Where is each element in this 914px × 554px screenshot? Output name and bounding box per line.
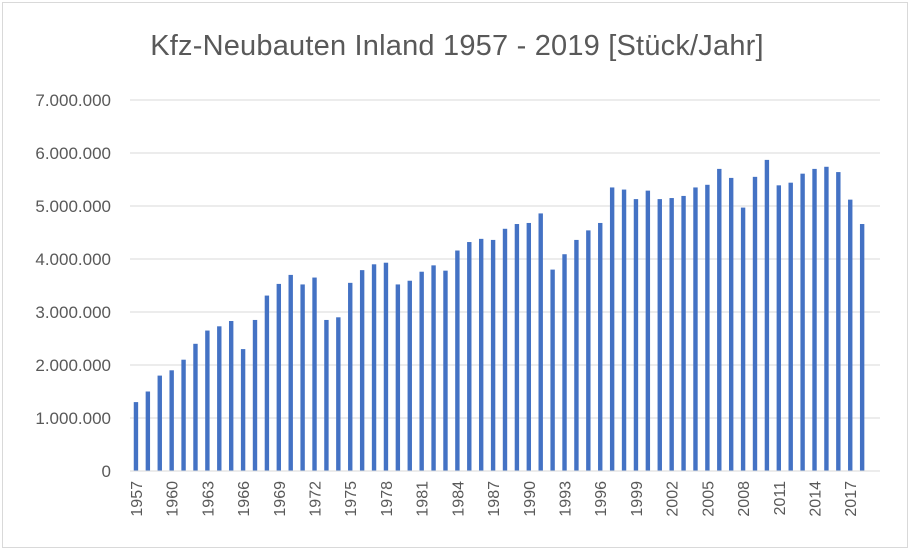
- x-axis-labels: 1957 1960 1963 1966 1969 1972 1975 1978 1981 1984…: [129, 481, 860, 517]
- bar-1959: [157, 375, 162, 471]
- bar-1971: [300, 284, 305, 471]
- x-tick-label: 2002: [665, 481, 682, 517]
- bar-2003: [681, 195, 686, 471]
- x-tick-label: 1981: [415, 481, 432, 517]
- bar-1988: [502, 228, 508, 471]
- x-tick-label: 1963: [200, 481, 217, 517]
- bar-1962: [193, 343, 198, 471]
- bar-1987: [490, 239, 496, 471]
- x-tick-label: 2008: [736, 481, 753, 517]
- bar-1969: [276, 283, 282, 471]
- bar-2009: [752, 176, 758, 471]
- bar-2001: [657, 199, 662, 472]
- bar-2016: [836, 172, 841, 471]
- y-tick-label: 2.000.000: [35, 356, 111, 375]
- x-tick-label: 2017: [843, 481, 860, 517]
- bar-1989: [514, 224, 520, 471]
- bar-2002: [669, 198, 674, 472]
- x-tick-label: 1957: [129, 481, 146, 517]
- x-tick-label: 2014: [808, 481, 825, 517]
- bar-2000: [645, 190, 651, 471]
- bar-2005: [705, 184, 710, 472]
- y-tick-label: 0: [102, 462, 111, 481]
- x-tick-label: 2011: [772, 481, 789, 516]
- bar-1998: [621, 189, 627, 471]
- bar-1963: [205, 330, 210, 471]
- bar-1979: [395, 284, 401, 471]
- bar-1964: [217, 326, 222, 471]
- bar-1997: [609, 187, 615, 471]
- bar-1978: [383, 262, 389, 471]
- bar-1992: [550, 269, 555, 471]
- y-tick-label: 6.000.000: [35, 144, 111, 163]
- bar-1981: [419, 271, 424, 471]
- bar-2006: [717, 168, 722, 471]
- bar-1966: [240, 349, 246, 471]
- bar-1980: [407, 280, 412, 471]
- bar-1968: [264, 295, 270, 471]
- bar-2018: [859, 224, 865, 471]
- bar-1972: [312, 277, 317, 471]
- x-tick-label: 1990: [522, 481, 539, 517]
- bar-2017: [848, 199, 853, 471]
- bar-1977: [371, 264, 377, 471]
- x-tick-label: 2005: [700, 481, 717, 517]
- bar-1993: [562, 254, 567, 471]
- chart-title: Kfz-Neubauten Inland 1957 - 2019 [Stück/…: [150, 30, 764, 62]
- bar-2007: [728, 177, 734, 471]
- bar-1994: [574, 239, 579, 471]
- y-axis-labels: 0 1.000.000 2.000.000 3.000.000 4.000.000 5.0…: [35, 91, 111, 481]
- x-tick-label: 1960: [165, 481, 182, 517]
- bar-1982: [431, 265, 436, 471]
- y-tick-label: 1.000.000: [35, 409, 111, 428]
- bar-1960: [169, 370, 174, 471]
- bars: [133, 159, 865, 472]
- bar-1970: [288, 274, 293, 471]
- bar-2004: [693, 187, 698, 471]
- bar-1967: [252, 319, 258, 471]
- x-tick-label: 1987: [486, 481, 503, 517]
- bar-1996: [598, 222, 603, 471]
- x-tick-label: 1984: [450, 481, 467, 517]
- bar-1961: [181, 359, 186, 471]
- bar-1975: [348, 282, 353, 471]
- bar-2015: [824, 166, 829, 471]
- x-tick-label: 1996: [593, 481, 610, 517]
- bar-2012: [788, 182, 793, 471]
- bar-1991: [538, 213, 543, 472]
- x-tick-label: 1993: [558, 481, 575, 517]
- bar-1985: [467, 242, 472, 471]
- x-tick-label: 1978: [379, 481, 396, 517]
- bar-1974: [336, 317, 341, 471]
- y-tick-label: 5.000.000: [35, 197, 111, 216]
- bar-1990: [526, 222, 532, 471]
- bar-1973: [324, 319, 329, 471]
- bar-1958: [145, 391, 151, 471]
- bar-2013: [800, 173, 805, 472]
- x-tick-label: 1969: [272, 481, 289, 517]
- y-tick-label: 3.000.000: [35, 303, 111, 322]
- bar-2008: [740, 207, 746, 471]
- y-tick-label: 4.000.000: [35, 250, 111, 269]
- bar-1999: [633, 199, 639, 472]
- bar-2014: [812, 168, 817, 471]
- bar-1986: [478, 238, 484, 471]
- bar-1995: [586, 230, 591, 471]
- bar-2011: [776, 185, 782, 471]
- bar-1984: [455, 250, 460, 471]
- bar-2010: [764, 159, 770, 471]
- bar-1976: [359, 270, 365, 471]
- y-tick-label: 7.000.000: [35, 91, 111, 110]
- bar-1957: [133, 402, 139, 471]
- x-tick-label: 1975: [343, 481, 360, 517]
- bar-1983: [443, 270, 448, 471]
- x-tick-label: 1966: [236, 481, 253, 517]
- bar-1965: [228, 321, 234, 471]
- x-tick-label: 1972: [308, 481, 325, 517]
- x-tick-label: 1999: [629, 481, 646, 517]
